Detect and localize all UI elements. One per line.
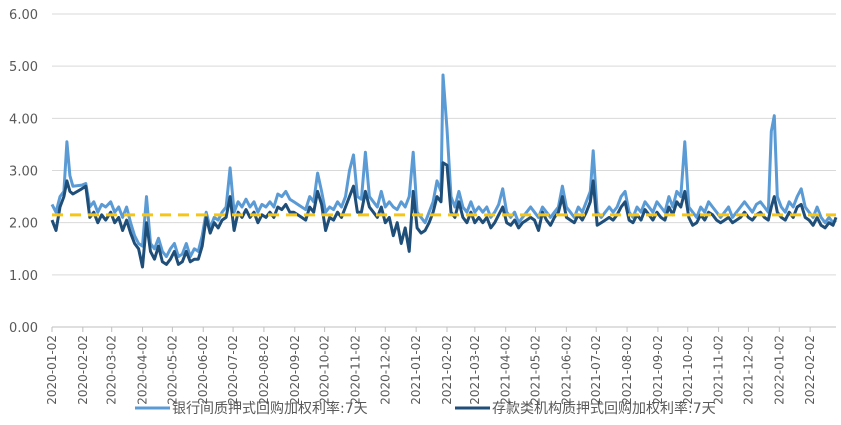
series-line-1 [50,73,837,259]
x-tick-label: 2020-12-02 [378,335,392,405]
series-line-2 [50,161,838,269]
x-axis-ticks: 2020-01-02 2020-02-02 2020-03-02 2020-04-02… [45,327,817,405]
x-tick-label: 2020-09-02 [288,335,302,405]
legend-label-series-1: 银行间质押式回购加权利率:7天 [172,400,368,417]
x-tick-label: 2020-01-02 [45,335,59,405]
x-tick-label: 2020-02-02 [76,335,90,405]
x-tick-label: 2021-01-02 [409,335,423,405]
x-tick-label: 2021-06-02 [559,335,573,405]
x-tick-label: 2021-12-02 [741,335,755,405]
x-tick-label: 2022-01-02 [772,335,786,405]
x-tick-label: 2020-05-02 [165,335,179,405]
x-tick-label: 2020-04-02 [136,335,150,405]
y-tick-label: 6.00 [9,8,38,23]
series-lines [50,73,838,269]
x-tick-label: 2020-10-02 [318,335,332,405]
x-tick-label: 2020-03-02 [105,335,119,405]
y-tick-label: 3.00 [9,165,38,180]
legend: 银行间质押式回购加权利率:7天 存款类机构质押式回购加权利率:7天 [135,400,716,417]
x-tick-label: 2021-09-02 [651,335,665,405]
x-tick-label: 2021-04-02 [499,335,513,405]
x-tick-label: 2021-10-02 [681,335,695,405]
gridlines [52,13,836,276]
x-tick-label: 2020-07-02 [226,335,240,405]
x-tick-label: 2021-11-02 [712,335,726,405]
y-tick-label: 1.00 [9,269,38,284]
y-tick-label: 4.00 [9,112,38,127]
y-tick-label: 0.00 [9,321,38,336]
x-tick-label: 2021-05-02 [529,335,543,405]
x-tick-label: 2021-07-02 [589,335,603,405]
x-tick-label: 2020-11-02 [348,335,362,405]
x-tick-label: 2021-02-02 [440,335,454,405]
x-tick-label: 2020-06-02 [196,335,210,405]
x-tick-label: 2021-08-02 [620,335,634,405]
x-tick-label: 2021-03-02 [468,335,482,405]
x-tick-label: 2022-02-02 [803,335,817,405]
y-axis-ticks: 0.00 1.00 2.00 3.00 4.00 5.00 6.00 [9,8,38,336]
y-tick-label: 5.00 [9,60,38,75]
x-tick-label: 2020-08-02 [257,335,271,405]
y-tick-label: 2.00 [9,217,38,232]
legend-label-series-2: 存款类机构质押式回购加权利率:7天 [492,400,716,417]
